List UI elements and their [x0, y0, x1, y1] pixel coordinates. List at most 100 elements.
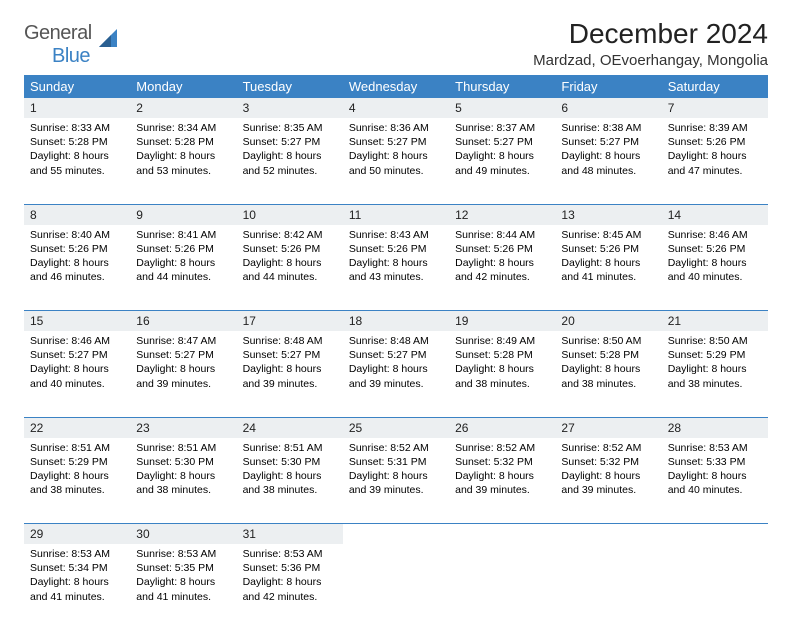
day-cell: Sunrise: 8:43 AMSunset: 5:26 PMDaylight:… — [343, 225, 449, 311]
daylight-line: Daylight: 8 hours and 39 minutes. — [455, 470, 534, 496]
sunset-line: Sunset: 5:28 PM — [561, 349, 639, 361]
day-number-cell: 2 — [130, 98, 236, 118]
day-cell: Sunrise: 8:51 AMSunset: 5:30 PMDaylight:… — [130, 438, 236, 524]
sunset-line: Sunset: 5:27 PM — [243, 136, 321, 148]
day-details: Sunrise: 8:37 AMSunset: 5:27 PMDaylight:… — [449, 118, 555, 184]
sunrise-line: Sunrise: 8:42 AM — [243, 229, 323, 241]
daylight-line: Daylight: 8 hours and 39 minutes. — [349, 470, 428, 496]
daylight-line: Daylight: 8 hours and 40 minutes. — [668, 257, 747, 283]
day-cell: Sunrise: 8:46 AMSunset: 5:26 PMDaylight:… — [662, 225, 768, 311]
daylight-line: Daylight: 8 hours and 40 minutes. — [30, 363, 109, 389]
day-number-cell — [555, 524, 661, 545]
sunset-line: Sunset: 5:27 PM — [349, 349, 427, 361]
day-details: Sunrise: 8:51 AMSunset: 5:30 PMDaylight:… — [130, 438, 236, 504]
daylight-line: Daylight: 8 hours and 55 minutes. — [30, 150, 109, 176]
daylight-line: Daylight: 8 hours and 39 minutes. — [349, 363, 428, 389]
calendar-table: Sunday Monday Tuesday Wednesday Thursday… — [24, 75, 768, 630]
day-details: Sunrise: 8:47 AMSunset: 5:27 PMDaylight:… — [130, 331, 236, 397]
sunset-line: Sunset: 5:30 PM — [243, 456, 321, 468]
sunset-line: Sunset: 5:32 PM — [561, 456, 639, 468]
sunrise-line: Sunrise: 8:50 AM — [561, 335, 641, 347]
daylight-line: Daylight: 8 hours and 46 minutes. — [30, 257, 109, 283]
day-cell: Sunrise: 8:52 AM Sunset: 5:32 PM Daylight:… — [555, 438, 661, 524]
daylight-line: Daylight: 8 hours and 40 minutes. — [668, 470, 747, 496]
day-number-cell: 16 — [130, 311, 236, 332]
sunset-line: Sunset: 5:27 PM — [136, 349, 214, 361]
logo-text-blue: Blue — [52, 45, 90, 67]
sunrise-line: Sunrise: 8:46 AM — [30, 335, 110, 347]
day-cell: Sunrise: 8:53 AMSunset: 5:33 PMDaylight:… — [662, 438, 768, 524]
logo-sail-icon — [97, 27, 119, 49]
daylight-line: Daylight: 8 hours and 38 minutes. — [455, 363, 534, 389]
sunset-line: Sunset: 5:26 PM — [668, 243, 746, 255]
sunrise-line: Sunrise: 8:50 AM — [668, 335, 748, 347]
sunset-line: Sunset: 5:26 PM — [136, 243, 214, 255]
sunset-line: Sunset: 5:36 PM — [243, 562, 321, 574]
day-number-cell — [662, 524, 768, 545]
day-cell: Sunrise: 8:39 AMSunset: 5:26 PMDaylight:… — [662, 118, 768, 204]
day-number-cell: 18 — [343, 311, 449, 332]
day-number-cell: 22 — [24, 417, 130, 438]
sunset-line: Sunset: 5:26 PM — [349, 243, 427, 255]
day-details: Sunrise: 8:53 AMSunset: 5:36 PMDaylight:… — [237, 544, 343, 610]
weekday-header-row: Sunday Monday Tuesday Wednesday Thursday… — [24, 75, 768, 98]
sunrise-line: Sunrise: 8:37 AM — [455, 122, 535, 134]
daynum-row: 1234567 — [24, 98, 768, 118]
day-number-cell: 1 — [24, 98, 130, 118]
day-number-cell: 8 — [24, 204, 130, 225]
day-number-cell: 24 — [237, 417, 343, 438]
day-details: Sunrise: 8:46 AMSunset: 5:27 PMDaylight:… — [24, 331, 130, 397]
day-cell: Sunrise: 8:33 AMSunset: 5:28 PMDaylight:… — [24, 118, 130, 204]
day-details: Sunrise: 8:43 AMSunset: 5:26 PMDaylight:… — [343, 225, 449, 291]
sunrise-line: Sunrise: 8:52 AM — [455, 442, 535, 454]
sunrise-line: Sunrise: 8:51 AM — [243, 442, 323, 454]
day-cell: Sunrise: 8:38 AMSunset: 5:27 PMDaylight:… — [555, 118, 661, 204]
sunrise-line: Sunrise: 8:47 AM — [136, 335, 216, 347]
day-cell — [343, 544, 449, 630]
sunset-line: Sunset: 5:28 PM — [455, 349, 533, 361]
day-details: Sunrise: 8:34 AMSunset: 5:28 PMDaylight:… — [130, 118, 236, 184]
sunset-line: Sunset: 5:27 PM — [243, 349, 321, 361]
day-cell: Sunrise: 8:51 AMSunset: 5:29 PMDaylight:… — [24, 438, 130, 524]
daylight-line: Daylight: 8 hours and 39 minutes. — [561, 470, 640, 496]
day-cell: Sunrise: 8:50 AMSunset: 5:28 PMDaylight:… — [555, 331, 661, 417]
daylight-line: Daylight: 8 hours and 39 minutes. — [243, 363, 322, 389]
day-number-cell: 11 — [343, 204, 449, 225]
day-number-cell: 5 — [449, 98, 555, 118]
day-number-cell: 17 — [237, 311, 343, 332]
sunset-line: Sunset: 5:30 PM — [136, 456, 214, 468]
day-cell: Sunrise: 8:40 AMSunset: 5:26 PMDaylight:… — [24, 225, 130, 311]
sunrise-line: Sunrise: 8:44 AM — [455, 229, 535, 241]
sunrise-line: Sunrise: 8:48 AM — [243, 335, 323, 347]
sunrise-line: Sunrise: 8:49 AM — [455, 335, 535, 347]
daylight-line: Daylight: 8 hours and 41 minutes. — [136, 576, 215, 602]
calendar-week-row: Sunrise: 8:51 AMSunset: 5:29 PMDaylight:… — [24, 438, 768, 524]
day-number-cell: 3 — [237, 98, 343, 118]
day-number-cell: 31 — [237, 524, 343, 545]
sunset-line: Sunset: 5:27 PM — [349, 136, 427, 148]
day-number-cell: 25 — [343, 417, 449, 438]
day-cell: Sunrise: 8:46 AMSunset: 5:27 PMDaylight:… — [24, 331, 130, 417]
day-cell: Sunrise: 8:35 AMSunset: 5:27 PMDaylight:… — [237, 118, 343, 204]
day-number-cell: 27 — [555, 417, 661, 438]
day-details: Sunrise: 8:44 AMSunset: 5:26 PMDaylight:… — [449, 225, 555, 291]
day-cell: Sunrise: 8:45 AMSunset: 5:26 PMDaylight:… — [555, 225, 661, 311]
sunrise-line: Sunrise: 8:52 AM — [561, 442, 641, 454]
daylight-line: Daylight: 8 hours and 49 minutes. — [455, 150, 534, 176]
day-details: Sunrise: 8:52 AMSunset: 5:31 PMDaylight:… — [343, 438, 449, 504]
daylight-line: Daylight: 8 hours and 53 minutes. — [136, 150, 215, 176]
day-number-cell: 6 — [555, 98, 661, 118]
daylight-line: Daylight: 8 hours and 41 minutes. — [561, 257, 640, 283]
day-details: Sunrise: 8:33 AMSunset: 5:28 PMDaylight:… — [24, 118, 130, 184]
daylight-line: Daylight: 8 hours and 50 minutes. — [349, 150, 428, 176]
daylight-line: Daylight: 8 hours and 38 minutes. — [668, 363, 747, 389]
day-details: Sunrise: 8:51 AMSunset: 5:29 PMDaylight:… — [24, 438, 130, 504]
sunrise-line: Sunrise: 8:38 AM — [561, 122, 641, 134]
weekday-thu: Thursday — [449, 75, 555, 98]
daylight-line: Daylight: 8 hours and 42 minutes. — [455, 257, 534, 283]
day-cell — [449, 544, 555, 630]
sunrise-line: Sunrise: 8:39 AM — [668, 122, 748, 134]
sunset-line: Sunset: 5:34 PM — [30, 562, 108, 574]
day-number-cell: 4 — [343, 98, 449, 118]
sunrise-line: Sunrise: 8:41 AM — [136, 229, 216, 241]
